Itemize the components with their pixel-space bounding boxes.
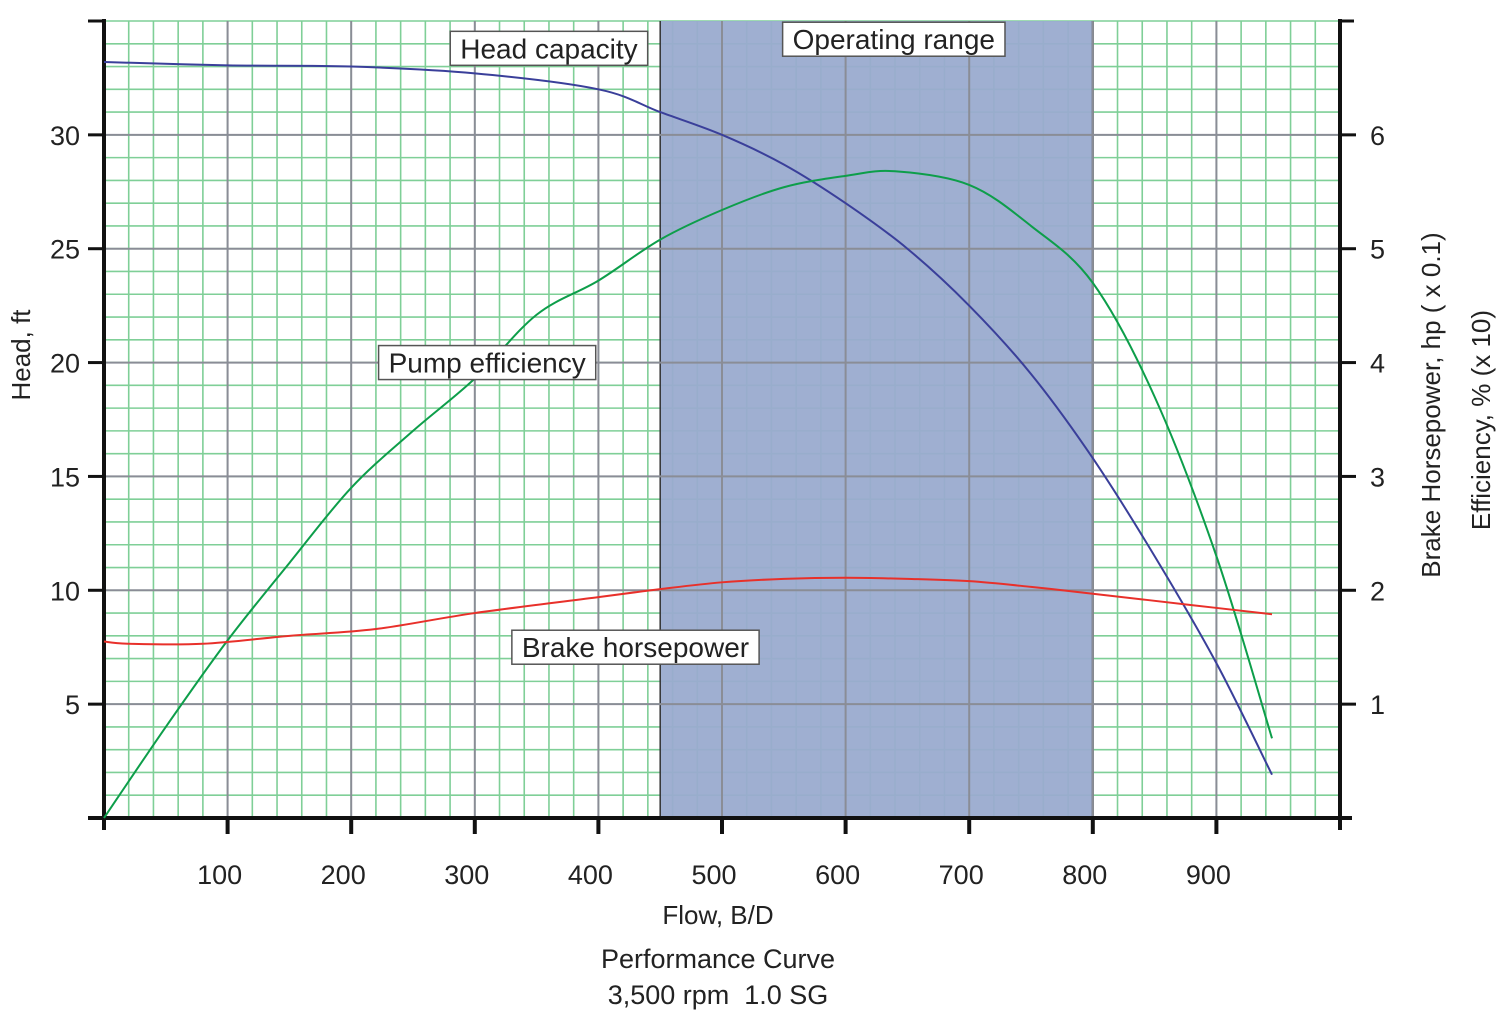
y2-tick-label: 5	[1370, 235, 1385, 265]
y-tick-label: 5	[65, 690, 80, 720]
x-tick-label: 600	[815, 860, 860, 890]
y2-tick-label: 6	[1370, 121, 1385, 151]
x-axis-label: Flow, B/D	[662, 900, 773, 930]
y2-axis-label-efficiency: Efficiency, % (x 10)	[1466, 310, 1496, 530]
x-tick-label: 700	[939, 860, 984, 890]
curve-label: Head capacity	[449, 30, 649, 67]
chart-title: Performance Curve	[601, 944, 835, 974]
y-tick-label: 10	[50, 576, 80, 606]
curve-label-text: Brake horsepower	[522, 632, 749, 663]
x-tick-label: 300	[444, 860, 489, 890]
x-tick-label: 100	[197, 860, 242, 890]
curve-label-box	[449, 30, 649, 67]
axes	[88, 19, 1356, 834]
curve-label-text: Head capacity	[460, 33, 637, 64]
y2-tick-label: 1	[1370, 690, 1385, 720]
series-line-pump-efficiency	[103, 169, 1273, 819]
y-tick-label: 20	[50, 349, 80, 379]
y-tick-label: 15	[50, 462, 80, 492]
y2-tick-label: 2	[1370, 576, 1385, 606]
operating-range-label-box	[781, 21, 1006, 57]
y-tick-label: 30	[50, 121, 80, 151]
operating-range-region	[660, 21, 1093, 818]
x-tick-label: 400	[568, 860, 613, 890]
series	[103, 60, 1273, 819]
curve-labels: Head capacity Pump efficiency Brake horsep…	[377, 21, 1006, 665]
y-tick-label: 25	[50, 235, 80, 265]
chart-subtitle: 3,500 rpm 1.0 SG	[608, 980, 829, 1010]
series-line-head-capacity	[103, 60, 1273, 776]
x-tick-label: 900	[1186, 860, 1231, 890]
curve-label-box	[511, 629, 760, 665]
y2-tick-label: 4	[1370, 349, 1385, 379]
y2-tick-label: 3	[1370, 462, 1385, 492]
y-axis-label: Head, ft	[6, 309, 36, 401]
curve-label: Pump efficiency	[377, 344, 597, 381]
x-tick-label: 800	[1062, 860, 1107, 890]
x-tick-label: 200	[321, 860, 366, 890]
operating-range-label-text: Operating range	[793, 24, 995, 55]
operating-range-label: Operating range	[781, 21, 1006, 57]
y2-axis-label-hp: Brake Horsepower, hp ( x 0.1)	[1416, 232, 1446, 577]
x-tick-label: 500	[691, 860, 736, 890]
curve-label-box	[377, 344, 597, 381]
curve-label: Brake horsepower	[511, 629, 760, 665]
major-grid	[104, 21, 1340, 818]
tick-labels: 100 200 300 400 500 600 700 800 9005101520253012…	[50, 121, 1385, 890]
series-line-brake-horsepower	[103, 576, 1273, 646]
curve-label-text: Pump efficiency	[389, 348, 586, 379]
